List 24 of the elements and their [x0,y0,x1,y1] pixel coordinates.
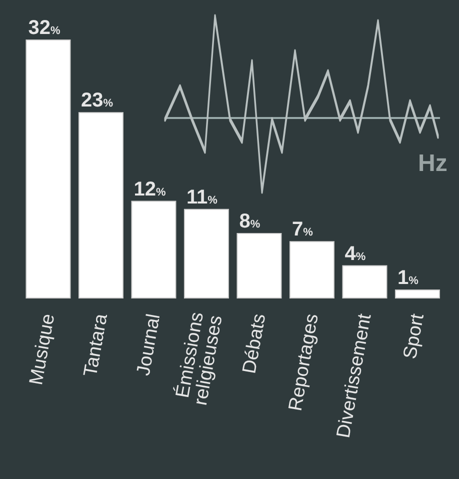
bar [394,289,440,298]
bar [236,233,282,298]
data-label: 4% [344,242,366,265]
data-label: 32% [28,17,60,39]
x-tick-label: Musique [26,312,60,387]
bar [342,265,388,298]
data-label: 7% [292,218,314,241]
bar [289,241,334,298]
data-label: 1% [397,266,419,289]
x-tick-label: Émissions religieuses [171,310,227,408]
annotation: Hz [418,150,448,178]
data-label: 8% [239,210,260,232]
x-tick-label: Tantara [80,312,112,378]
x-tick-label: Journal [133,312,165,378]
bar [184,208,229,298]
data-label: 12% [134,178,166,200]
bar [78,112,124,298]
x-tick-label: Débats [239,312,270,376]
data-label: 23% [80,90,114,112]
x-tick-label: Sport [400,312,429,361]
data-label: 11% [186,186,218,208]
bar [26,40,71,298]
x-tick-label: Reportages [285,312,323,413]
bar [131,200,176,298]
